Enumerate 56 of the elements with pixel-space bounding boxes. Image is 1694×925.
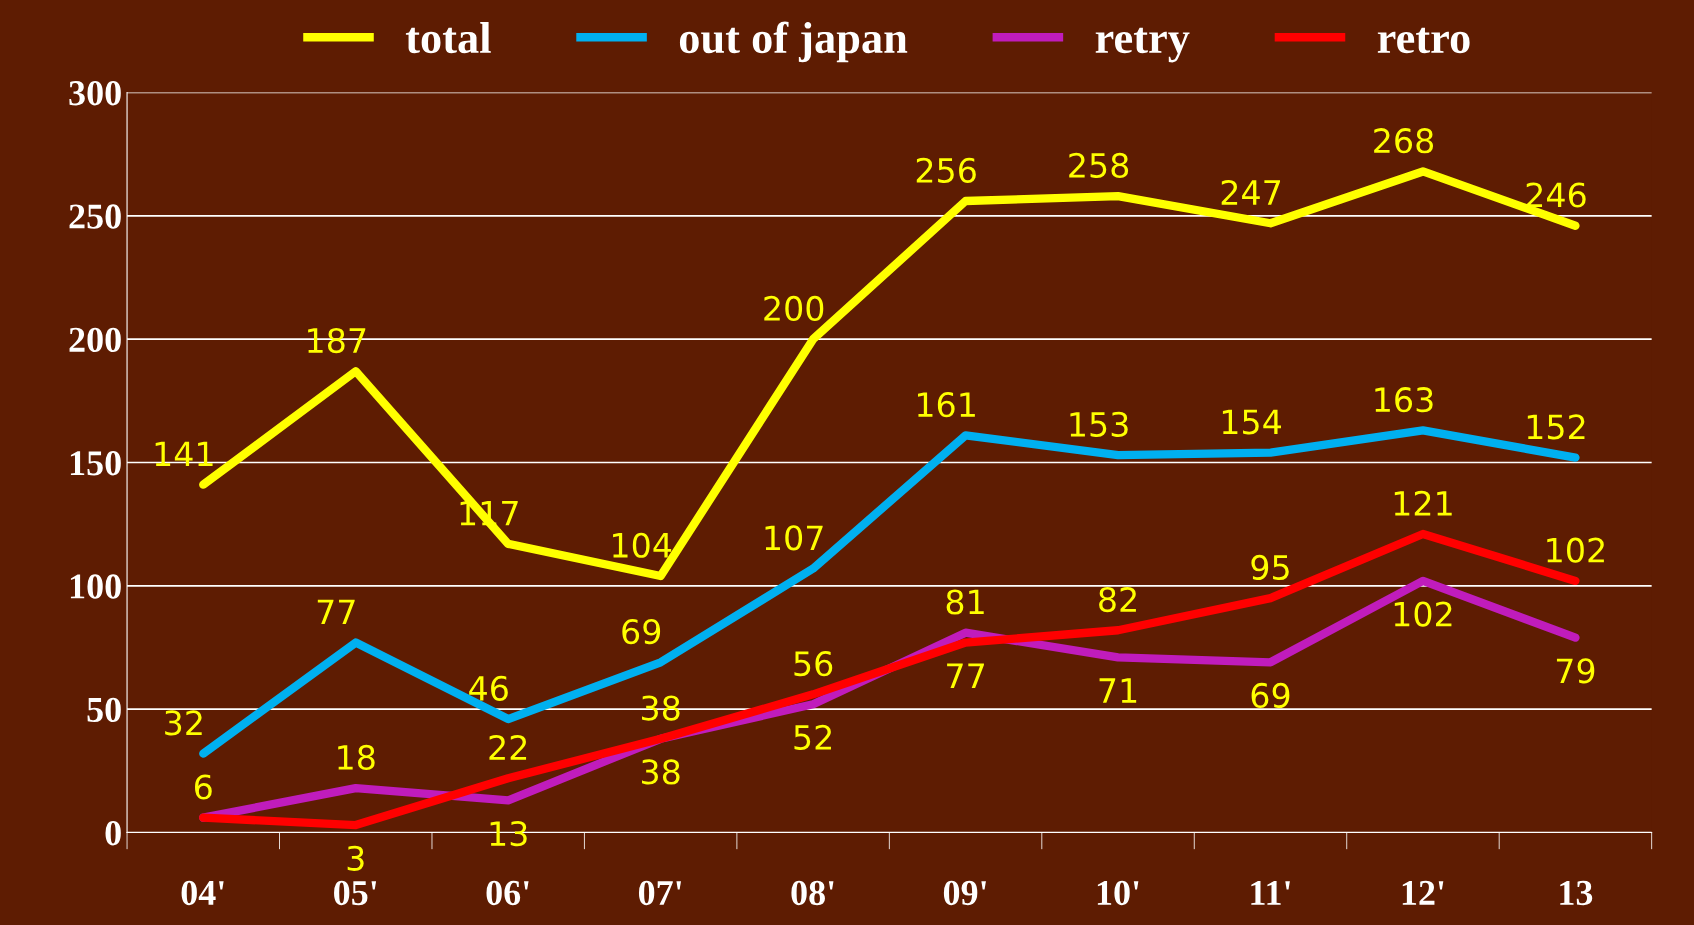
x-tick-label: 09' — [943, 880, 986, 906]
data-label: 163 — [1375, 387, 1433, 413]
y-tick-label: 50 — [87, 697, 121, 723]
x-tick-label: 11' — [1251, 880, 1290, 905]
legend-label: out of japan — [679, 21, 908, 63]
data-label: 268 — [1374, 128, 1434, 154]
x-tick-label: 07' — [638, 880, 681, 906]
data-label: 102 — [1547, 537, 1604, 563]
data-label: 95 — [1251, 554, 1289, 581]
data-label: 77 — [317, 599, 355, 624]
data-label: 256 — [916, 157, 976, 183]
data-label: 107 — [765, 525, 823, 551]
data-label: 152 — [1527, 414, 1585, 440]
data-label: 161 — [917, 392, 975, 418]
y-tick-label: 150 — [70, 451, 121, 476]
y-tick-label: 250 — [69, 204, 121, 229]
data-label: 32 — [165, 710, 202, 736]
data-label: 38 — [641, 759, 680, 785]
y-tick-label: 100 — [70, 574, 121, 599]
y-tick-label: 200 — [69, 327, 121, 353]
data-label: 18 — [338, 744, 375, 770]
data-label: 154 — [1222, 409, 1281, 435]
x-tick-label: 05' — [334, 880, 377, 906]
x-tick-label: 08' — [791, 880, 834, 906]
data-label: 3 — [347, 845, 364, 871]
data-label: 46 — [469, 675, 508, 701]
data-label: 121 — [1394, 490, 1452, 516]
data-label: 258 — [1069, 152, 1129, 178]
legend-label: retro — [1377, 27, 1470, 54]
data-label: 69 — [622, 618, 661, 645]
y-tick-label: 0 — [105, 821, 121, 846]
data-label: 6 — [195, 774, 212, 800]
x-tick-label: 13 — [1560, 880, 1593, 906]
data-label: 81 — [946, 589, 984, 615]
x-tick-label: 04' — [181, 880, 224, 906]
data-label: 200 — [764, 295, 824, 322]
data-label: 102 — [1394, 601, 1452, 627]
data-label: 69 — [1251, 682, 1290, 709]
data-label: 247 — [1221, 179, 1281, 205]
data-label: 71 — [1099, 678, 1137, 703]
x-tick-label: 10' — [1097, 880, 1139, 906]
data-label: 77 — [947, 663, 984, 688]
data-label: 246 — [1526, 182, 1586, 208]
data-label: 79 — [1556, 658, 1595, 684]
y-tick-label: 300 — [69, 81, 121, 106]
legend-label: total — [405, 21, 491, 54]
data-label: 22 — [489, 734, 527, 760]
data-label: 52 — [794, 724, 831, 751]
data-label: 153 — [1070, 411, 1128, 437]
data-label: 104 — [613, 532, 672, 558]
data-label: 141 — [155, 441, 213, 467]
x-tick-label: 12' — [1402, 880, 1444, 905]
data-label: 82 — [1099, 586, 1136, 613]
x-tick-label: 06' — [486, 880, 529, 906]
data-label: 56 — [794, 651, 833, 677]
legend-label: retry — [1095, 27, 1190, 63]
